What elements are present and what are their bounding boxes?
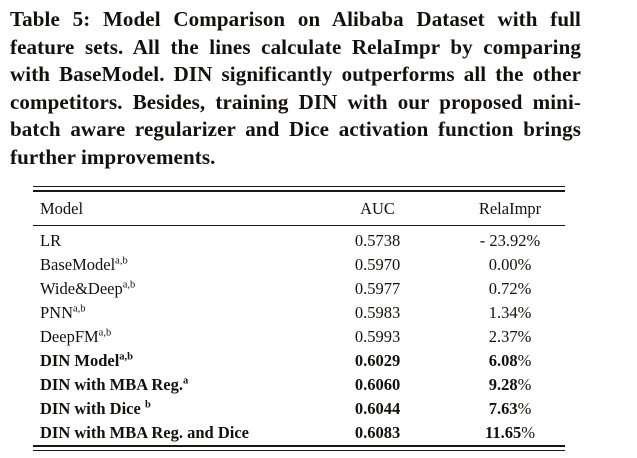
footnote-marker: a,b [119,351,134,363]
header-row: Model AUC RelaImpr [33,192,565,226]
caption-line: further improvements. [10,144,216,169]
model-name: DIN Model [40,351,120,370]
model-comparison-table: Model AUC RelaImpr LR 0.5738 - 23.92% Ba… [33,192,565,445]
auc-cell: 0.5738 [354,231,401,250]
auc-cell: 0.6060 [354,375,401,394]
footnote-marker: a,b [73,303,86,315]
relaimpr-cell: 0.72% [455,277,565,301]
table-top-rule [33,186,565,192]
auc-cell: 0.5977 [354,279,401,298]
relaimpr-cell: 2.37% [455,325,565,349]
model-cell: DIN with Dice b [33,397,300,421]
relaimpr-cell: 11.65% [455,421,565,445]
relaimpr-value: 11.65 [485,423,522,442]
table-row: DIN with Dice b 0.6044 7.63% [33,397,565,421]
auc-cell: 0.6044 [354,399,401,418]
model-cell: DIN Modela,b [33,349,300,373]
relaimpr-value: - 23.92 [479,231,527,250]
model-cell: DIN with MBA Reg.a [33,373,300,397]
relaimpr-value: 9.28 [488,375,518,394]
model-name: LR [40,231,62,250]
table-row: LR 0.5738 - 23.92% [33,226,565,254]
table-bottom-rule [33,445,565,451]
percent-sign: % [517,375,532,394]
caption-line: batch aware regularizer and Dice activat… [10,117,581,142]
relaimpr-cell: 6.08% [455,349,565,373]
auc-cell: 0.6029 [354,351,401,370]
column-header-auc: AUC [300,192,455,226]
percent-sign: % [517,351,532,370]
model-name: DeepFM [40,327,99,346]
percent-sign: % [517,327,532,346]
model-cell: BaseModela,b [33,253,300,277]
percent-sign: % [517,279,532,298]
table-row: Wide&Deepa,b 0.5977 0.72% [33,277,565,301]
relaimpr-value: 0.00 [488,255,518,274]
model-name: DIN with MBA Reg. [40,375,183,394]
caption-line: Table 5: Model Comparison on Alibaba Dat… [10,7,581,31]
footnote-marker: b [144,399,151,411]
table-row: PNNa,b 0.5983 1.34% [33,301,565,325]
column-header-model: Model [33,192,300,226]
model-cell: DIN with MBA Reg. and Dice [33,421,300,445]
percent-sign: % [517,303,532,322]
relaimpr-value: 6.08 [488,351,518,370]
model-name: DIN with MBA Reg. and Dice [40,423,249,442]
percent-sign: % [526,231,541,250]
footnote-marker: a,b [115,255,128,267]
model-cell: PNNa,b [33,301,300,325]
column-header-relaimpr: RelaImpr [455,192,565,226]
percent-sign: % [517,399,532,418]
relaimpr-value: 0.72 [488,279,518,298]
relaimpr-cell: 0.00% [455,253,565,277]
model-name: PNN [40,303,74,322]
model-cell: LR [33,226,300,254]
auc-cell: 0.5993 [354,327,401,346]
table-row: DIN with MBA Reg.a 0.6060 9.28% [33,373,565,397]
model-name: DIN with Dice [40,399,145,418]
relaimpr-cell: 9.28% [455,373,565,397]
auc-cell: 0.5983 [354,303,401,322]
table-row: DeepFMa,b 0.5993 2.37% [33,325,565,349]
relaimpr-cell: - 23.92% [455,226,565,254]
relaimpr-cell: 1.34% [455,301,565,325]
caption-line: competitors. Besides, training DIN with … [10,89,581,114]
results-table: Model AUC RelaImpr LR 0.5738 - 23.92% Ba… [33,186,565,451]
model-name: Wide&Deep [40,279,123,298]
table-row: BaseModela,b 0.5970 0.00% [33,253,565,277]
relaimpr-cell: 7.63% [455,397,565,421]
relaimpr-value: 7.63 [488,399,518,418]
auc-cell: 0.5970 [354,255,401,274]
auc-cell: 0.6083 [354,423,401,442]
table-caption: Table 5: Model Comparison on Alibaba Dat… [10,6,581,172]
footnote-marker: a [183,375,189,387]
table-row: DIN with MBA Reg. and Dice 0.6083 11.65% [33,421,565,445]
footnote-marker: a,b [98,327,112,339]
caption-line: feature sets. All the lines calculate Re… [10,34,581,59]
model-cell: DeepFMa,b [33,325,300,349]
caption-line: with BaseModel. DIN significantly outper… [10,62,581,87]
model-name: BaseModel [40,255,116,274]
footnote-marker: a,b [122,279,136,291]
table-row: DIN Modela,b 0.6029 6.08% [33,349,565,373]
percent-sign: % [521,423,535,442]
percent-sign: % [517,255,532,274]
relaimpr-value: 2.37 [488,327,518,346]
model-cell: Wide&Deepa,b [33,277,300,301]
relaimpr-value: 1.34 [488,303,518,322]
